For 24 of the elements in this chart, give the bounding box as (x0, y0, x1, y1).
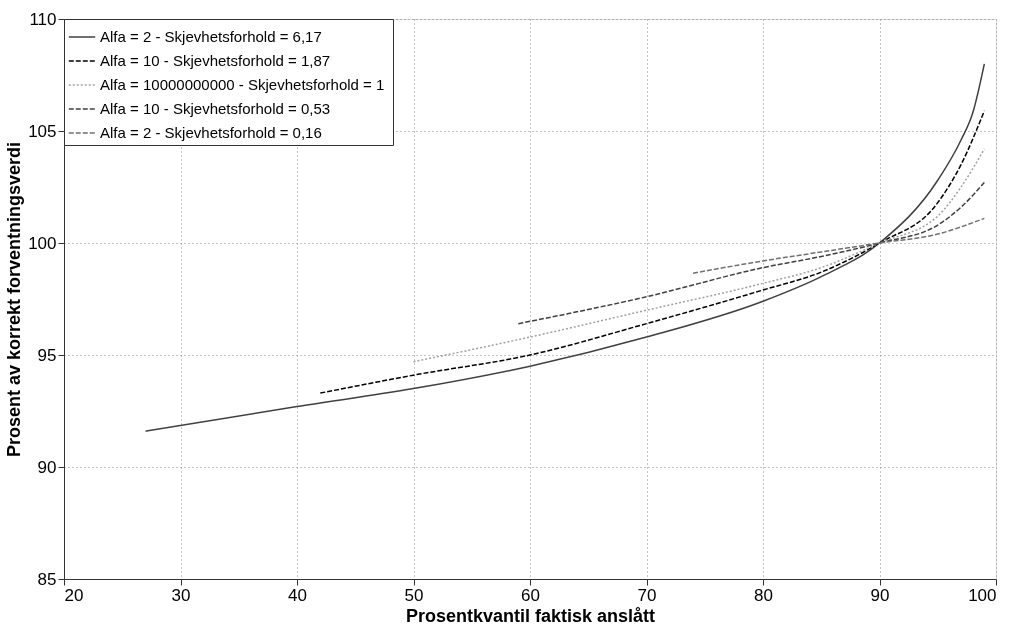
legend-label: Alfa = 10 - Skjevhetsforhold = 0,53 (100, 100, 331, 117)
x-tick-label: 80 (754, 585, 773, 605)
y-tick-label: 110 (29, 9, 57, 29)
x-tick-label: 40 (288, 585, 307, 605)
x-tick-label: 30 (171, 585, 191, 605)
line-series (412, 148, 986, 363)
legend-label: Alfa = 10 - Skjevhetsforhold = 1,87 (100, 52, 331, 69)
x-tick-label: 70 (637, 585, 657, 605)
x-tick-label: 90 (870, 585, 890, 605)
y-tick-label: 100 (28, 233, 57, 253)
x-tick-label: 60 (521, 585, 540, 605)
legend-label: Alfa = 10000000000 - Skjevhetsforhold = 1 (100, 76, 385, 93)
y-tick-label: 90 (37, 457, 57, 477)
line-series (692, 217, 986, 274)
x-tick-label: 50 (404, 585, 424, 605)
y-tick-label: 105 (28, 121, 57, 141)
legend-label: Alfa = 2 - Skjevhetsforhold = 0,16 (100, 124, 322, 141)
y-tick-label: 85 (37, 569, 57, 589)
x-axis-title: Prosentkvantil faktisk anslått (405, 605, 656, 626)
x-tick-label: 100 (968, 585, 997, 605)
x-tick-label: 20 (64, 585, 84, 605)
legend-label: Alfa = 2 - Skjevhetsforhold = 6,17 (100, 28, 322, 45)
y-tick-label: 95 (37, 345, 57, 365)
y-axis-title: Prosent av korrekt forventningsverdi (4, 141, 25, 458)
